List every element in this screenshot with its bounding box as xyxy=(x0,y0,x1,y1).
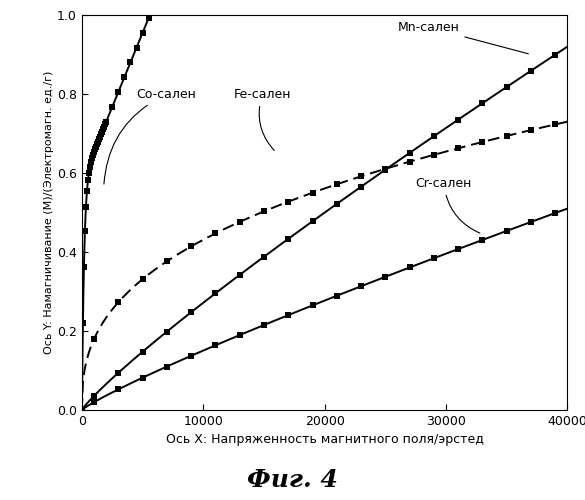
X-axis label: Ось X: Напряженность магнитного поля/эрстед: Ось X: Напряженность магнитного поля/эрс… xyxy=(166,434,484,446)
Text: Mn-сален: Mn-сален xyxy=(398,21,528,54)
Text: Fe-сален: Fe-сален xyxy=(233,88,291,150)
Text: Co-сален: Co-сален xyxy=(104,88,197,184)
Text: Фиг. 4: Фиг. 4 xyxy=(247,468,338,492)
Text: Cr-сален: Cr-сален xyxy=(416,177,480,233)
Y-axis label: Ось Y: Намагничивание (М)/(Электромагн. ед./г): Ось Y: Намагничивание (М)/(Электромагн. … xyxy=(44,71,54,354)
